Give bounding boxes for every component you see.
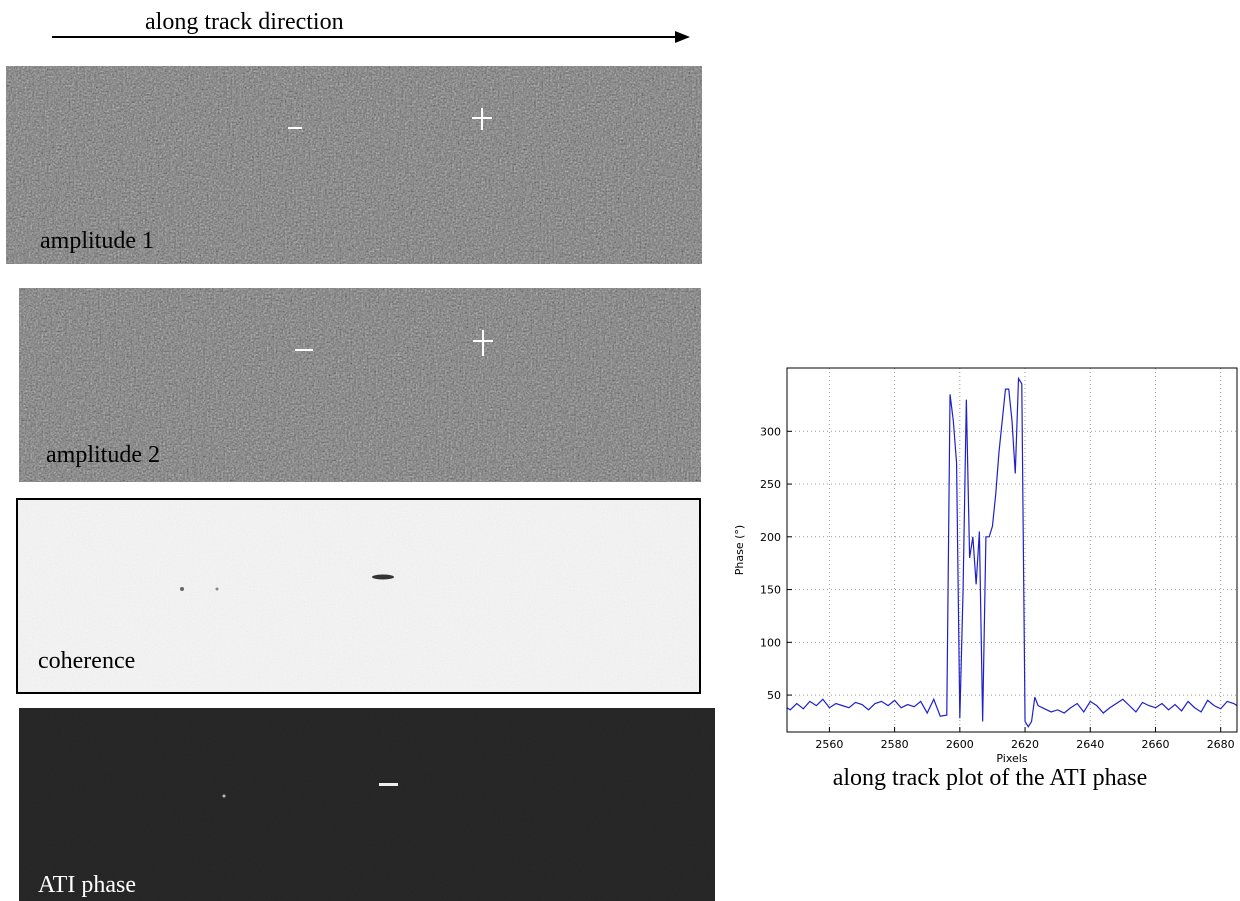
y-tick-label: 100 [760,636,781,649]
header-title: along track direction [145,9,344,35]
amplitude1-image [6,66,702,264]
bright-target [295,330,493,356]
x-tick-label: 2640 [1076,738,1104,751]
x-tick-label: 2560 [815,738,843,751]
data-line [787,376,1237,728]
caption: along track plot of the ATI phase [832,765,1148,791]
y-tick-label: 250 [760,478,781,491]
y-tick-label: 200 [760,531,781,544]
x-tick-label: 2580 [881,738,909,751]
coherence-noise [18,500,699,692]
x-tick-label: 2660 [1141,738,1169,751]
panel-label: amplitude 1 [40,228,154,254]
panel-label: ATI phase [38,872,136,898]
bright-spot [222,794,226,798]
x-tick-label: 2620 [1011,738,1039,751]
ati-phase-noise [19,708,715,901]
y-tick-label: 150 [760,584,781,597]
bright-target [288,108,492,130]
amplitude2-image [19,288,701,482]
line-chart: 2560 2580 2600 2620 2640 2660 2680 50 100 150 200 2… [733,367,1238,765]
y-tick-label: 300 [760,425,781,438]
x-tick-label: 2600 [946,738,974,751]
dark-spot [215,587,219,591]
y-tick-label: 50 [767,689,781,702]
dark-spot [180,587,184,591]
x-axis-label: Pixels [996,752,1027,765]
bright-spot [379,783,398,786]
panel-label: coherence [38,648,135,674]
x-tick-label: 2680 [1207,738,1235,751]
plot-frame [786,367,1238,733]
arrow-head [675,31,690,43]
y-axis-label: Phase (°) [733,525,746,575]
dark-spot [372,574,394,580]
panel-label: amplitude 2 [46,442,160,468]
